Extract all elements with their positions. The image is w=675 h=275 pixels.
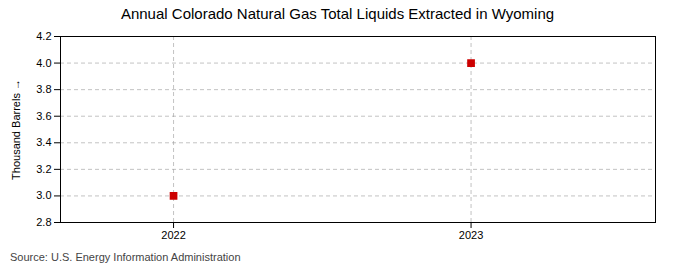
html-text:Source: U.S. Energy Informatio: Source: U.S. Energy Information Administ… (10, 251, 241, 263)
svg-text:2022: 2022 (161, 229, 185, 241)
svg-text:2.8: 2.8 (36, 216, 51, 228)
svg-text:3.8: 3.8 (36, 83, 51, 95)
svg-text:3.4: 3.4 (36, 136, 51, 148)
html-text:Annual Colorado Natural Gas To: Annual Colorado Natural Gas Total Liquid… (120, 5, 555, 22)
svg-text:4.2: 4.2 (36, 30, 51, 42)
svg-text:3.6: 3.6 (36, 110, 51, 122)
svg-text:Thousand Barrels →: Thousand Barrels → (10, 79, 22, 180)
svg-text:3.2: 3.2 (36, 163, 51, 175)
svg-text:3.0: 3.0 (36, 189, 51, 201)
svg-text:4.0: 4.0 (36, 57, 51, 69)
svg-text:2023: 2023 (459, 229, 483, 241)
